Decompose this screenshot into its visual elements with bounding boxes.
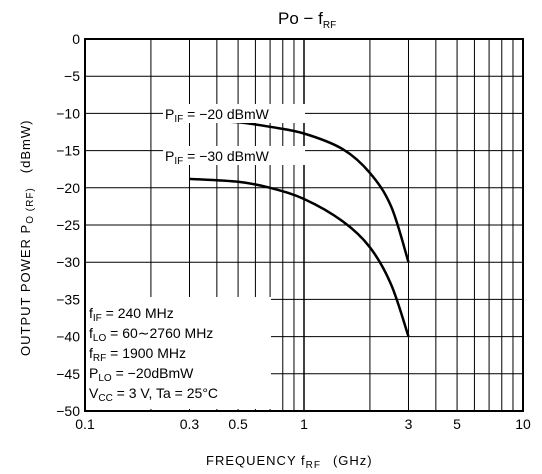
y-tick-label-2: −10 — [56, 105, 80, 121]
y-tick-label-7: −35 — [56, 291, 80, 307]
y-tick-label-3: −15 — [56, 143, 80, 159]
y-tick-label-5: −25 — [56, 217, 80, 233]
y-tick-label-10: −50 — [56, 403, 80, 419]
condition-line-1: fIF = 240 MHz — [89, 305, 174, 324]
x-tick-label-1: 0.3 — [180, 416, 200, 432]
tick-labels: 0 −5 −10 −15 −20 −25 −30 −35 −40 −45 −500.1 0.3 0.5 1… — [56, 31, 531, 432]
condition-line-3: fRF = 1900 MHz — [89, 345, 186, 364]
y-tick-label-6: −30 — [56, 254, 80, 270]
y-tick-label-0: 0 — [72, 31, 80, 47]
condition-box-background — [83, 297, 271, 409]
x-axis-label-sub: RF — [306, 460, 321, 471]
condition-line-5: VCC = 3 V, Ta = 25°C — [89, 385, 218, 404]
series-label-1: PIF = −20 dBmW — [165, 106, 270, 125]
series-label-2: PIF = −30 dBmW — [165, 148, 270, 167]
series-label-2-sub: IF — [174, 156, 183, 167]
y-axis-label-main: OUTPUT POWER P — [18, 224, 33, 356]
x-axis-label-unit: (GHz) — [333, 453, 373, 468]
x-tick-label-0: 0.1 — [75, 416, 95, 432]
x-axis-label-main: FREQUENCY f — [206, 453, 306, 468]
y-axis-label: OUTPUT POWER PO (RF) (dBmW) — [18, 120, 36, 356]
series-line-1 — [189, 118, 410, 263]
x-tick-label-4: 3 — [405, 416, 413, 432]
series-label-1-main: P — [165, 106, 174, 122]
y-tick-label-8: −40 — [56, 329, 80, 345]
x-axis-label: FREQUENCY fRF (GHz) — [206, 453, 373, 471]
series-label-1-rest: = −20 dBmW — [183, 106, 269, 122]
condition-line-4: PLO = −20dBmW — [89, 365, 194, 384]
y-tick-label-4: −20 — [56, 180, 80, 196]
series-label-1-sub: IF — [174, 114, 183, 125]
chart-title-sub: RF — [323, 20, 336, 31]
series-label-2-background — [163, 146, 305, 165]
y-axis-label-sub: O (RF) — [25, 187, 36, 224]
y-axis-label-unit: (dBmW) — [18, 120, 33, 174]
series-line-2 — [189, 177, 410, 337]
y-tick-label-9: −45 — [56, 366, 80, 382]
series-label-2-main: P — [165, 148, 174, 164]
y-tick-label-1: −5 — [64, 68, 80, 84]
series-label-2-rest: = −30 dBmW — [183, 148, 269, 164]
chart-title-main: Po − f — [278, 9, 323, 28]
series-labels: PIF = −20 dBmW PIF = −30 dBmW — [163, 104, 305, 167]
x-tick-label-2: 0.5 — [228, 416, 248, 432]
chart-title: Po − fRF — [278, 9, 336, 31]
series-label-1-background — [163, 104, 305, 123]
plot-frame — [84, 38, 524, 412]
x-tick-label-3: 1 — [300, 416, 308, 432]
x-tick-label-5: 5 — [453, 416, 461, 432]
condition-line-2: fLO = 60∼2760 MHz — [89, 325, 213, 344]
x-tick-label-6: 10 — [515, 416, 531, 432]
